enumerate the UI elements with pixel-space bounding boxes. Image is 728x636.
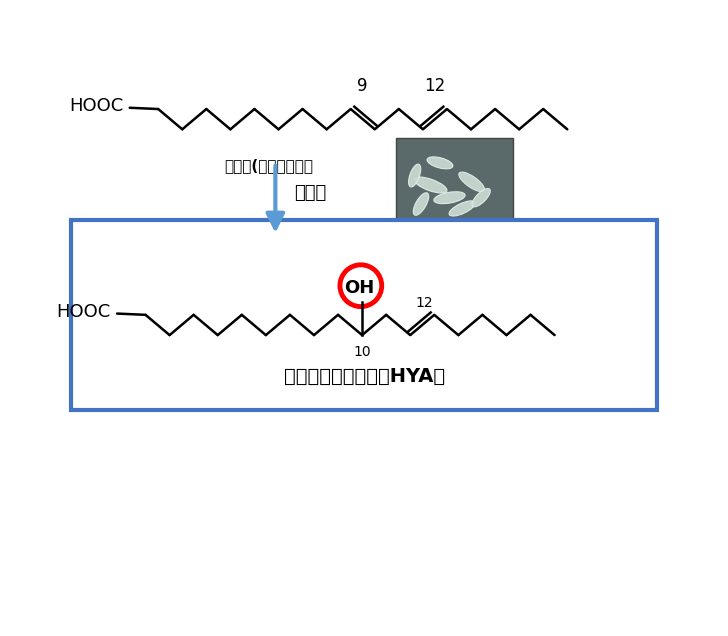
- Text: 脂肪酸(リノール酸）: 脂肪酸(リノール酸）: [224, 158, 314, 173]
- Text: HOOC: HOOC: [69, 97, 123, 115]
- Ellipse shape: [427, 157, 453, 169]
- Ellipse shape: [414, 177, 447, 193]
- Ellipse shape: [434, 191, 465, 204]
- Ellipse shape: [408, 164, 421, 187]
- Ellipse shape: [414, 193, 429, 215]
- Text: 乳酸菌: 乳酸菌: [294, 184, 327, 202]
- Text: 新規機能性脂肪酸「HYA」: 新規機能性脂肪酸「HYA」: [284, 367, 445, 386]
- Text: 12: 12: [415, 296, 433, 310]
- Ellipse shape: [459, 172, 484, 191]
- Text: 12: 12: [424, 77, 446, 95]
- Text: OH: OH: [344, 279, 374, 297]
- Ellipse shape: [472, 188, 490, 207]
- FancyBboxPatch shape: [71, 220, 657, 410]
- Text: 10: 10: [353, 345, 371, 359]
- Text: HOOC: HOOC: [57, 303, 111, 321]
- FancyBboxPatch shape: [395, 137, 513, 233]
- Text: 9: 9: [357, 77, 368, 95]
- Ellipse shape: [449, 201, 475, 216]
